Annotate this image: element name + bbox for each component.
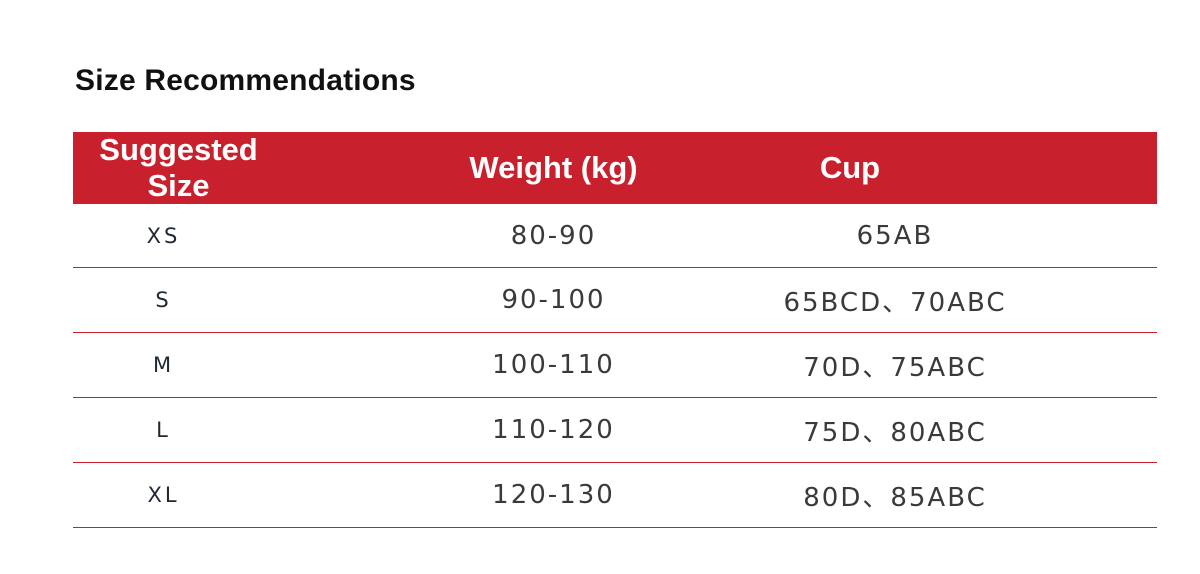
cup-cell: 70D、75ABC: [673, 332, 1157, 398]
size-cell: M: [73, 332, 434, 398]
page-title: Size Recommendations: [75, 64, 416, 97]
table-body: XS 80-90 65AB S 90-100 65BCD、70ABC M 100…: [73, 204, 1157, 528]
cup-cell: 75D、80ABC: [673, 397, 1157, 463]
weight-cell: 100-110: [434, 332, 673, 398]
header-weight: Weight (kg): [434, 132, 673, 204]
size-cell: XL: [73, 462, 434, 528]
table-header: Suggested Size Weight (kg) Cup: [73, 132, 1157, 204]
size-cell: L: [73, 397, 434, 463]
weight-cell: 80-90: [434, 204, 673, 268]
header-row: Suggested Size Weight (kg) Cup: [73, 132, 1157, 204]
cup-cell: 65BCD、70ABC: [673, 267, 1157, 333]
header-suggested-size: Suggested Size: [73, 132, 434, 204]
weight-cell: 120-130: [434, 462, 673, 528]
size-recommendation-table: Suggested Size Weight (kg) Cup XS 80-90 …: [73, 132, 1157, 528]
weight-cell: 90-100: [434, 267, 673, 333]
table-row: XL 120-130 80D、85ABC: [73, 462, 1157, 528]
table-row: M 100-110 70D、75ABC: [73, 332, 1157, 398]
weight-cell: 110-120: [434, 397, 673, 463]
size-cell: XS: [73, 204, 434, 268]
header-cup: Cup: [673, 132, 1157, 204]
size-cell: S: [73, 267, 434, 333]
cup-cell: 65AB: [673, 204, 1157, 268]
table-row: XS 80-90 65AB: [73, 204, 1157, 268]
cup-cell: 80D、85ABC: [673, 462, 1157, 528]
table-row: L 110-120 75D、80ABC: [73, 397, 1157, 463]
table-row: S 90-100 65BCD、70ABC: [73, 267, 1157, 333]
